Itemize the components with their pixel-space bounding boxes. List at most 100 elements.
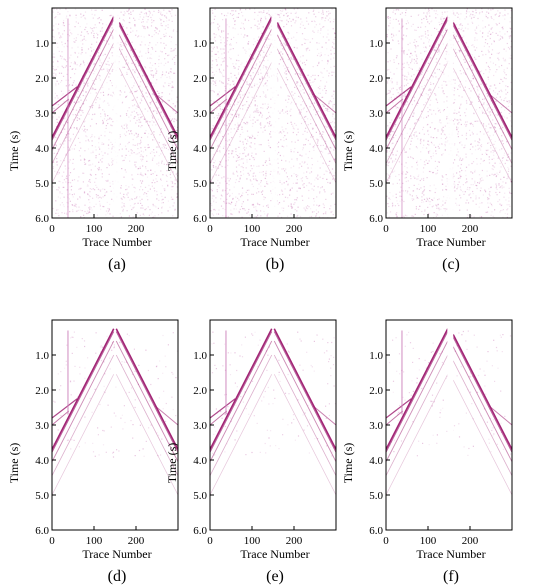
noise-speck — [128, 107, 130, 109]
noise-speck — [444, 145, 446, 147]
noise-speck — [149, 102, 151, 104]
noise-speck — [175, 166, 177, 168]
noise-speck — [293, 165, 295, 167]
noise-speck — [462, 158, 464, 160]
noise-speck — [457, 165, 459, 167]
noise-speck — [242, 158, 245, 160]
noise-speck — [240, 33, 242, 35]
noise-speck — [163, 116, 165, 118]
noise-speck — [125, 59, 127, 61]
noise-speck — [72, 82, 75, 84]
noise-speck — [142, 156, 144, 158]
noise-speck — [152, 75, 154, 77]
noise-speck — [445, 138, 447, 140]
noise-speck — [410, 143, 412, 145]
noise-speck — [303, 119, 305, 121]
noise-speck — [261, 76, 263, 78]
noise-speck — [126, 127, 128, 129]
noise-speck — [237, 124, 239, 126]
noise-speck — [334, 178, 336, 180]
noise-speck — [442, 110, 445, 112]
noise-speck — [483, 102, 485, 104]
noise-speck — [311, 96, 313, 98]
noise-speck — [60, 72, 63, 74]
noise-speck — [406, 192, 408, 194]
noise-speck — [297, 151, 299, 153]
noise-speck — [460, 197, 462, 199]
noise-speck — [73, 38, 75, 40]
noise-speck — [276, 24, 278, 26]
noise-speck — [293, 173, 295, 175]
noise-speck — [229, 178, 231, 180]
noise-speck — [435, 153, 437, 155]
noise-speck — [487, 202, 489, 204]
noise-speck — [386, 144, 388, 146]
noise-speck — [424, 33, 427, 35]
noise-speck — [299, 163, 301, 165]
noise-speck — [92, 30, 94, 32]
noise-speck — [432, 199, 434, 201]
noise-speck — [157, 207, 159, 209]
noise-speck — [428, 197, 431, 199]
noise-speck — [439, 111, 441, 113]
noise-speck — [64, 42, 66, 45]
noise-speck — [296, 88, 298, 90]
noise-speck — [281, 145, 283, 147]
noise-speck — [461, 134, 463, 136]
noise-speck — [499, 203, 501, 205]
noise-speck — [152, 173, 154, 175]
noise-speck — [136, 119, 138, 122]
noise-speck — [257, 39, 259, 41]
noise-speck — [104, 113, 106, 115]
noise-speck — [488, 46, 490, 48]
noise-speck — [127, 68, 129, 70]
noise-speck — [389, 122, 391, 124]
noise-speck — [212, 195, 214, 197]
noise-speck — [140, 147, 142, 149]
noise-speck — [499, 149, 501, 151]
noise-speck — [164, 188, 166, 190]
noise-speck — [122, 44, 124, 47]
noise-speck — [101, 30, 103, 32]
noise-speck — [303, 162, 305, 164]
noise-speck — [488, 156, 490, 158]
noise-speck — [158, 55, 160, 57]
noise-speck — [490, 147, 492, 149]
noise-speck — [334, 203, 336, 205]
noise-speck — [55, 144, 57, 146]
noise-speck — [152, 48, 154, 50]
noise-speck — [235, 77, 237, 79]
noise-speck — [88, 71, 90, 73]
noise-speck — [92, 17, 94, 19]
noise-speck — [63, 101, 65, 103]
noise-speck — [423, 139, 425, 141]
noise-speck — [334, 158, 336, 160]
noise-speck — [101, 36, 103, 38]
noise-speck — [423, 77, 425, 79]
noise-speck — [421, 199, 423, 201]
noise-speck — [166, 20, 168, 22]
noise-speck — [471, 16, 473, 19]
noise-speck — [257, 119, 259, 121]
noise-speck — [441, 128, 443, 130]
noise-speck — [109, 185, 111, 187]
noise-speck — [453, 175, 455, 177]
noise-speck — [267, 139, 269, 141]
noise-speck — [409, 42, 411, 44]
noise-speck — [71, 68, 73, 70]
noise-speck — [459, 167, 462, 169]
noise-speck — [489, 37, 491, 40]
noise-speck — [166, 170, 168, 172]
noise-speck — [328, 102, 330, 104]
noise-speck — [73, 41, 75, 43]
noise-speck — [235, 148, 237, 150]
noise-speck — [267, 89, 269, 91]
noise-speck — [248, 104, 250, 106]
noise-speck — [52, 116, 54, 118]
noise-speck — [241, 194, 243, 196]
noise-speck — [291, 187, 293, 189]
noise-speck — [295, 20, 297, 22]
noise-speck — [73, 127, 75, 129]
noise-speck — [507, 170, 510, 172]
noise-speck — [140, 11, 142, 13]
